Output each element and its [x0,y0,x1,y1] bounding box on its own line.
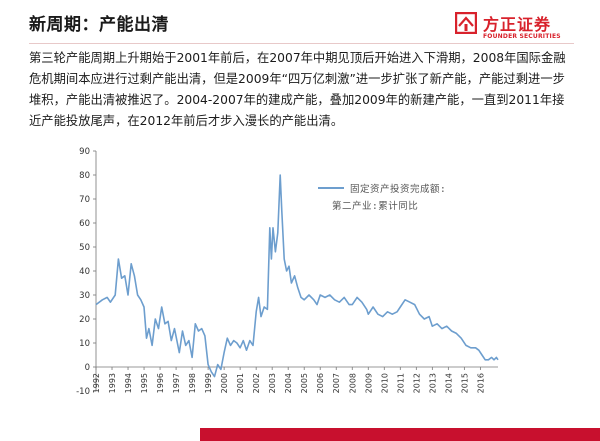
page-title: 新周期：产能出清 [29,15,169,35]
x-tick-label: 2004 [284,373,293,393]
y-tick-label: -10 [76,387,90,397]
x-tick-label: 2013 [428,373,437,393]
legend-label: 固定资产投资完成额: [350,183,446,195]
y-tick-label: 10 [79,339,90,349]
x-tick-label: 2009 [364,373,373,393]
legend-label: 第二产业:累计同比 [332,200,418,212]
x-tick-label: 2014 [444,373,453,393]
y-tick-label: 20 [79,315,90,325]
footer-accent-bar [200,428,600,441]
title-divider [29,43,574,44]
y-tick-label: 0 [85,363,90,373]
logo-text-en: FOUNDER SECURITIES [483,33,561,40]
x-tick-label: 2002 [252,373,261,393]
body-paragraph: 第三轮产能周期上升期始于2001年前后，在2007年中期见顶后开始进入下滑期，2… [29,51,566,128]
y-tick-label: 30 [79,291,90,301]
y-tick-label: 40 [79,267,90,277]
x-tick-label: 2008 [348,373,357,393]
logo-mark-icon [455,12,477,34]
x-tick-label: 2003 [268,373,277,393]
line-chart: -10 0 10 20 30 40 50 60 70 80 90 1992 1993 1994 1995 19… [76,147,499,397]
x-tick-label: 2005 [300,373,309,393]
y-tick-label: 80 [79,171,90,181]
x-tick-label: 2000 [220,373,229,393]
x-tick-label: 2012 [412,373,421,393]
x-tick-label: 1993 [108,373,117,393]
x-tick-label: 2001 [236,373,245,393]
founder-securities-logo: 方正证券 FOUNDER SECURITIES [455,12,595,44]
y-tick-label: 90 [79,147,90,157]
x-tick-label: 2006 [316,373,325,393]
x-tick-label: 1995 [140,373,149,393]
x-tick-label: 2016 [476,373,485,393]
x-tick-label: 2007 [332,373,341,393]
x-tick-label: 1998 [188,373,197,393]
x-tick-label: 1997 [172,373,181,393]
series-line-0 [95,174,499,378]
y-tick-label: 50 [79,243,90,253]
x-tick-label: 1992 [92,373,101,393]
chart-container: -10 0 10 20 30 40 50 60 70 80 90 1992 1993 1994 1995 19… [0,140,600,410]
y-tick-label: 70 [79,195,90,205]
logo-text-cn: 方正证券 [483,15,552,34]
y-tick-label: 60 [79,219,90,229]
x-tick-label: 2011 [396,373,405,393]
x-tick-label: 2010 [380,373,389,393]
x-tick-label: 1996 [156,373,165,393]
x-tick-label: 2015 [460,373,469,393]
x-tick-label: 1994 [124,373,133,393]
x-tick-label: 1999 [204,373,213,393]
